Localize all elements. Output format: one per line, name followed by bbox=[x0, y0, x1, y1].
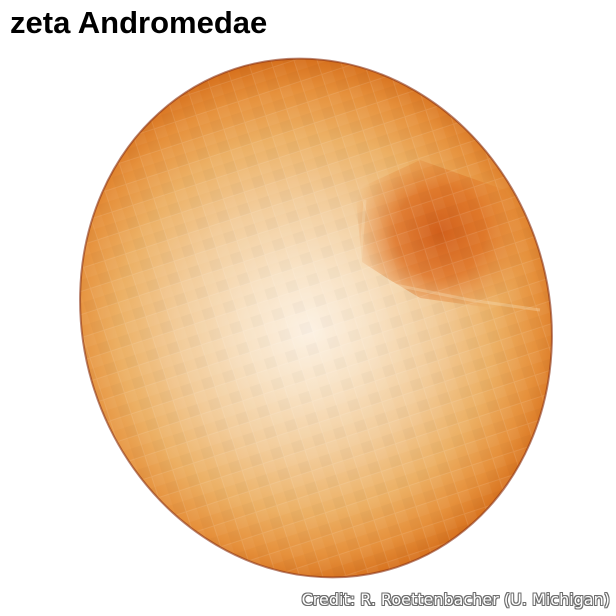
image-credit: Credit: R. Roettenbacher (U. Michigan) bbox=[301, 590, 610, 609]
page-title: zeta Andromedae bbox=[10, 5, 268, 40]
